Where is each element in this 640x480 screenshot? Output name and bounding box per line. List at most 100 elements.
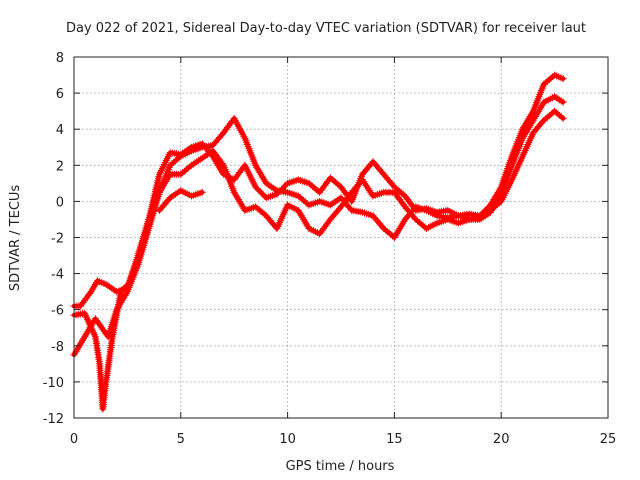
data-point xyxy=(252,183,260,191)
data-point xyxy=(523,127,531,135)
data-point xyxy=(328,175,336,183)
data-point xyxy=(255,167,263,175)
data-point xyxy=(378,223,386,231)
data-point xyxy=(191,159,199,167)
data-point xyxy=(316,230,324,238)
data-point xyxy=(253,204,261,212)
data-point xyxy=(397,223,405,231)
data-point xyxy=(230,188,238,196)
data-point xyxy=(79,336,86,344)
data-point xyxy=(310,184,318,192)
y-tick-label: 8 xyxy=(56,51,64,66)
data-point xyxy=(410,214,418,222)
x-tick-label: 15 xyxy=(386,432,403,447)
data-point xyxy=(412,215,420,223)
data-point xyxy=(200,153,208,161)
x-tick-label: 5 xyxy=(177,432,185,447)
data-point xyxy=(521,131,529,139)
data-point xyxy=(526,122,534,130)
data-point xyxy=(173,189,181,197)
data-point xyxy=(492,202,500,210)
data-point xyxy=(341,188,349,196)
data-point xyxy=(338,201,346,209)
data-point xyxy=(337,203,345,211)
x-tick-label: 25 xyxy=(600,432,617,447)
data-point xyxy=(300,197,308,204)
data-point xyxy=(266,182,274,190)
data-point xyxy=(394,194,402,202)
data-point xyxy=(399,219,407,227)
data-point xyxy=(232,174,239,182)
data-point xyxy=(539,118,547,126)
data-point xyxy=(320,225,328,232)
data-point xyxy=(294,206,302,214)
data-point xyxy=(161,179,169,187)
data-point xyxy=(207,148,215,156)
data-point xyxy=(264,181,272,189)
data-point xyxy=(224,123,231,131)
y-tick-label: 2 xyxy=(56,159,64,174)
data-point xyxy=(102,280,110,288)
data-point xyxy=(106,283,114,291)
data-point xyxy=(261,210,268,218)
data-point xyxy=(488,205,496,213)
data-point xyxy=(390,234,398,241)
data-point xyxy=(80,297,88,305)
data-point xyxy=(547,110,555,118)
data-point xyxy=(557,97,565,105)
data-point xyxy=(95,320,103,328)
data-point xyxy=(530,114,538,122)
data-point xyxy=(238,201,246,209)
data-point xyxy=(83,329,91,337)
x-tick-label: 20 xyxy=(493,432,510,447)
x-axis-label: GPS time / hours xyxy=(286,459,395,474)
y-tick-label: -2 xyxy=(51,232,64,247)
data-point xyxy=(531,113,539,121)
data-point xyxy=(232,192,240,200)
data-point xyxy=(322,221,330,229)
data-point xyxy=(534,109,541,117)
data-point xyxy=(318,185,326,193)
data-point xyxy=(118,286,126,294)
data-point xyxy=(173,155,181,163)
data-point xyxy=(83,293,91,301)
data-point xyxy=(258,172,266,180)
data-point xyxy=(180,167,188,175)
data-point xyxy=(87,288,95,296)
data-point xyxy=(303,200,311,207)
data-point xyxy=(163,176,171,184)
data-point xyxy=(398,189,405,197)
data-point xyxy=(395,226,403,234)
data-point xyxy=(253,163,261,171)
data-point xyxy=(74,344,82,352)
data-series xyxy=(70,71,567,413)
data-point xyxy=(324,219,332,227)
data-point xyxy=(236,169,243,176)
data-point xyxy=(405,197,413,205)
data-point xyxy=(255,206,263,214)
data-point xyxy=(547,74,555,82)
data-point xyxy=(177,170,185,178)
data-point xyxy=(532,111,540,119)
data-point xyxy=(393,192,401,200)
data-point xyxy=(404,196,412,204)
data-point xyxy=(260,176,268,184)
data-point xyxy=(478,212,486,220)
data-point xyxy=(301,198,309,206)
data-point xyxy=(390,188,398,196)
data-point xyxy=(168,193,176,201)
x-tick-label: 10 xyxy=(279,432,296,447)
data-point xyxy=(170,158,178,166)
data-point xyxy=(256,188,264,196)
data-point xyxy=(88,286,96,294)
data-point xyxy=(335,182,343,189)
data-point xyxy=(164,174,172,182)
data-point xyxy=(380,225,388,232)
data-point xyxy=(102,329,110,337)
data-point xyxy=(387,231,395,238)
data-point xyxy=(259,174,267,182)
data-point xyxy=(536,105,544,113)
data-point xyxy=(204,151,211,158)
data-point xyxy=(529,116,537,124)
